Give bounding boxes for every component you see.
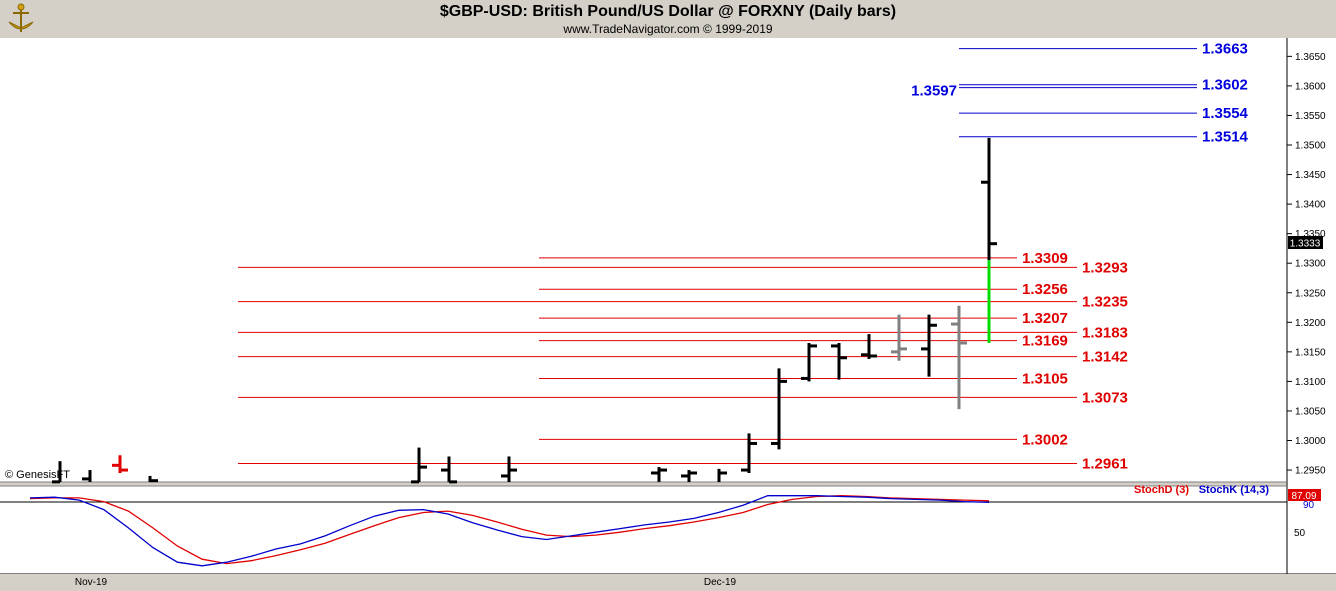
- price-tick-label: 1.3450: [1295, 170, 1326, 181]
- red-level-label: 1.3256: [1022, 281, 1068, 298]
- red-level-label: 1.3073: [1082, 389, 1128, 406]
- price-tick-label: 1.3000: [1295, 436, 1326, 447]
- chart-subtitle: www.TradeNavigator.com © 1999-2019: [563, 22, 773, 36]
- blue-levels-group: 1.3663 1.3602 1.3597 1.3554 1.3514: [911, 41, 1248, 146]
- stochastic-pane[interactable]: [0, 486, 1287, 574]
- price-axis: [1287, 38, 1336, 574]
- last-price-label: 1.3333: [1290, 239, 1321, 250]
- blue-level-label: 1.3514: [1202, 129, 1249, 146]
- red-level-label: 1.3309: [1022, 250, 1068, 267]
- blue-level-label: 1.3663: [1202, 41, 1248, 58]
- red-level-label: 1.3235: [1082, 294, 1128, 311]
- chart-header: $GBP-USD: British Pound/US Dollar @ FORX…: [0, 0, 1336, 38]
- price-tick-label: 1.3250: [1295, 288, 1326, 299]
- red-level-label: 1.3169: [1022, 333, 1068, 350]
- price-tick-label: 1.3200: [1295, 318, 1326, 329]
- red-level-label: 1.3207: [1022, 310, 1068, 327]
- blue-level-label: 1.3554: [1202, 105, 1249, 122]
- price-tick-label: 1.3400: [1295, 200, 1326, 211]
- price-tick-label: 1.3050: [1295, 406, 1326, 417]
- stoch-last-value: 87.09: [1291, 491, 1316, 502]
- price-tick-label: 1.3150: [1295, 347, 1326, 358]
- red-level-label: 1.3293: [1082, 259, 1128, 276]
- red-level-label: 1.3105: [1022, 370, 1068, 387]
- price-tick-label: 1.3100: [1295, 377, 1326, 388]
- price-tick-label: 1.3500: [1295, 141, 1326, 152]
- price-pane[interactable]: [0, 38, 1287, 482]
- blue-level-label: 1.3597: [911, 83, 957, 100]
- price-chart[interactable]: 1.3309 1.3293 1.3256 1.3235 1.3207 1.3183 1.31…: [0, 38, 1336, 591]
- date-label-dec: Dec-19: [704, 577, 737, 588]
- red-level-label: 1.3002: [1022, 431, 1068, 448]
- ohlc-bars-group: [52, 137, 997, 484]
- red-level-label: 1.3183: [1082, 324, 1128, 341]
- red-level-label: 1.2961: [1082, 456, 1128, 473]
- price-tick-label: 1.3350: [1295, 229, 1326, 240]
- stochd-legend: StochD (3): [1134, 484, 1189, 496]
- red-level-label: 1.3142: [1082, 349, 1128, 366]
- stochk-line: [29, 495, 990, 567]
- price-tick-label: 1.3300: [1295, 259, 1326, 270]
- stoch-tick-50: 50: [1294, 528, 1306, 539]
- date-label-nov: Nov-19: [75, 577, 108, 588]
- price-tick-label: 1.3650: [1295, 52, 1326, 63]
- last-price-box: [1288, 236, 1323, 249]
- blue-level-label: 1.3602: [1202, 77, 1248, 94]
- stochastic-lines-group: [29, 495, 990, 567]
- price-tick-label: 1.2950: [1295, 466, 1326, 477]
- chart-title: $GBP-USD: British Pound/US Dollar @ FORX…: [439, 3, 897, 20]
- price-tick-label: 1.3550: [1295, 111, 1326, 122]
- stoch-last-value-box: [1288, 489, 1321, 501]
- price-ticks-group: 1.2950 1.3000 1.3050 1.3100 1.3150 1.3200 1.32…: [1287, 52, 1326, 477]
- price-tick-label: 1.3600: [1295, 81, 1326, 92]
- stochk-legend: StochK (14,3): [1199, 484, 1270, 496]
- copyright-label: © GenesisFT: [5, 469, 70, 481]
- date-axis: [0, 574, 1336, 591]
- trade-navigator-logo-icon: [8, 3, 34, 32]
- stoch-tick-90: 90: [1303, 500, 1315, 511]
